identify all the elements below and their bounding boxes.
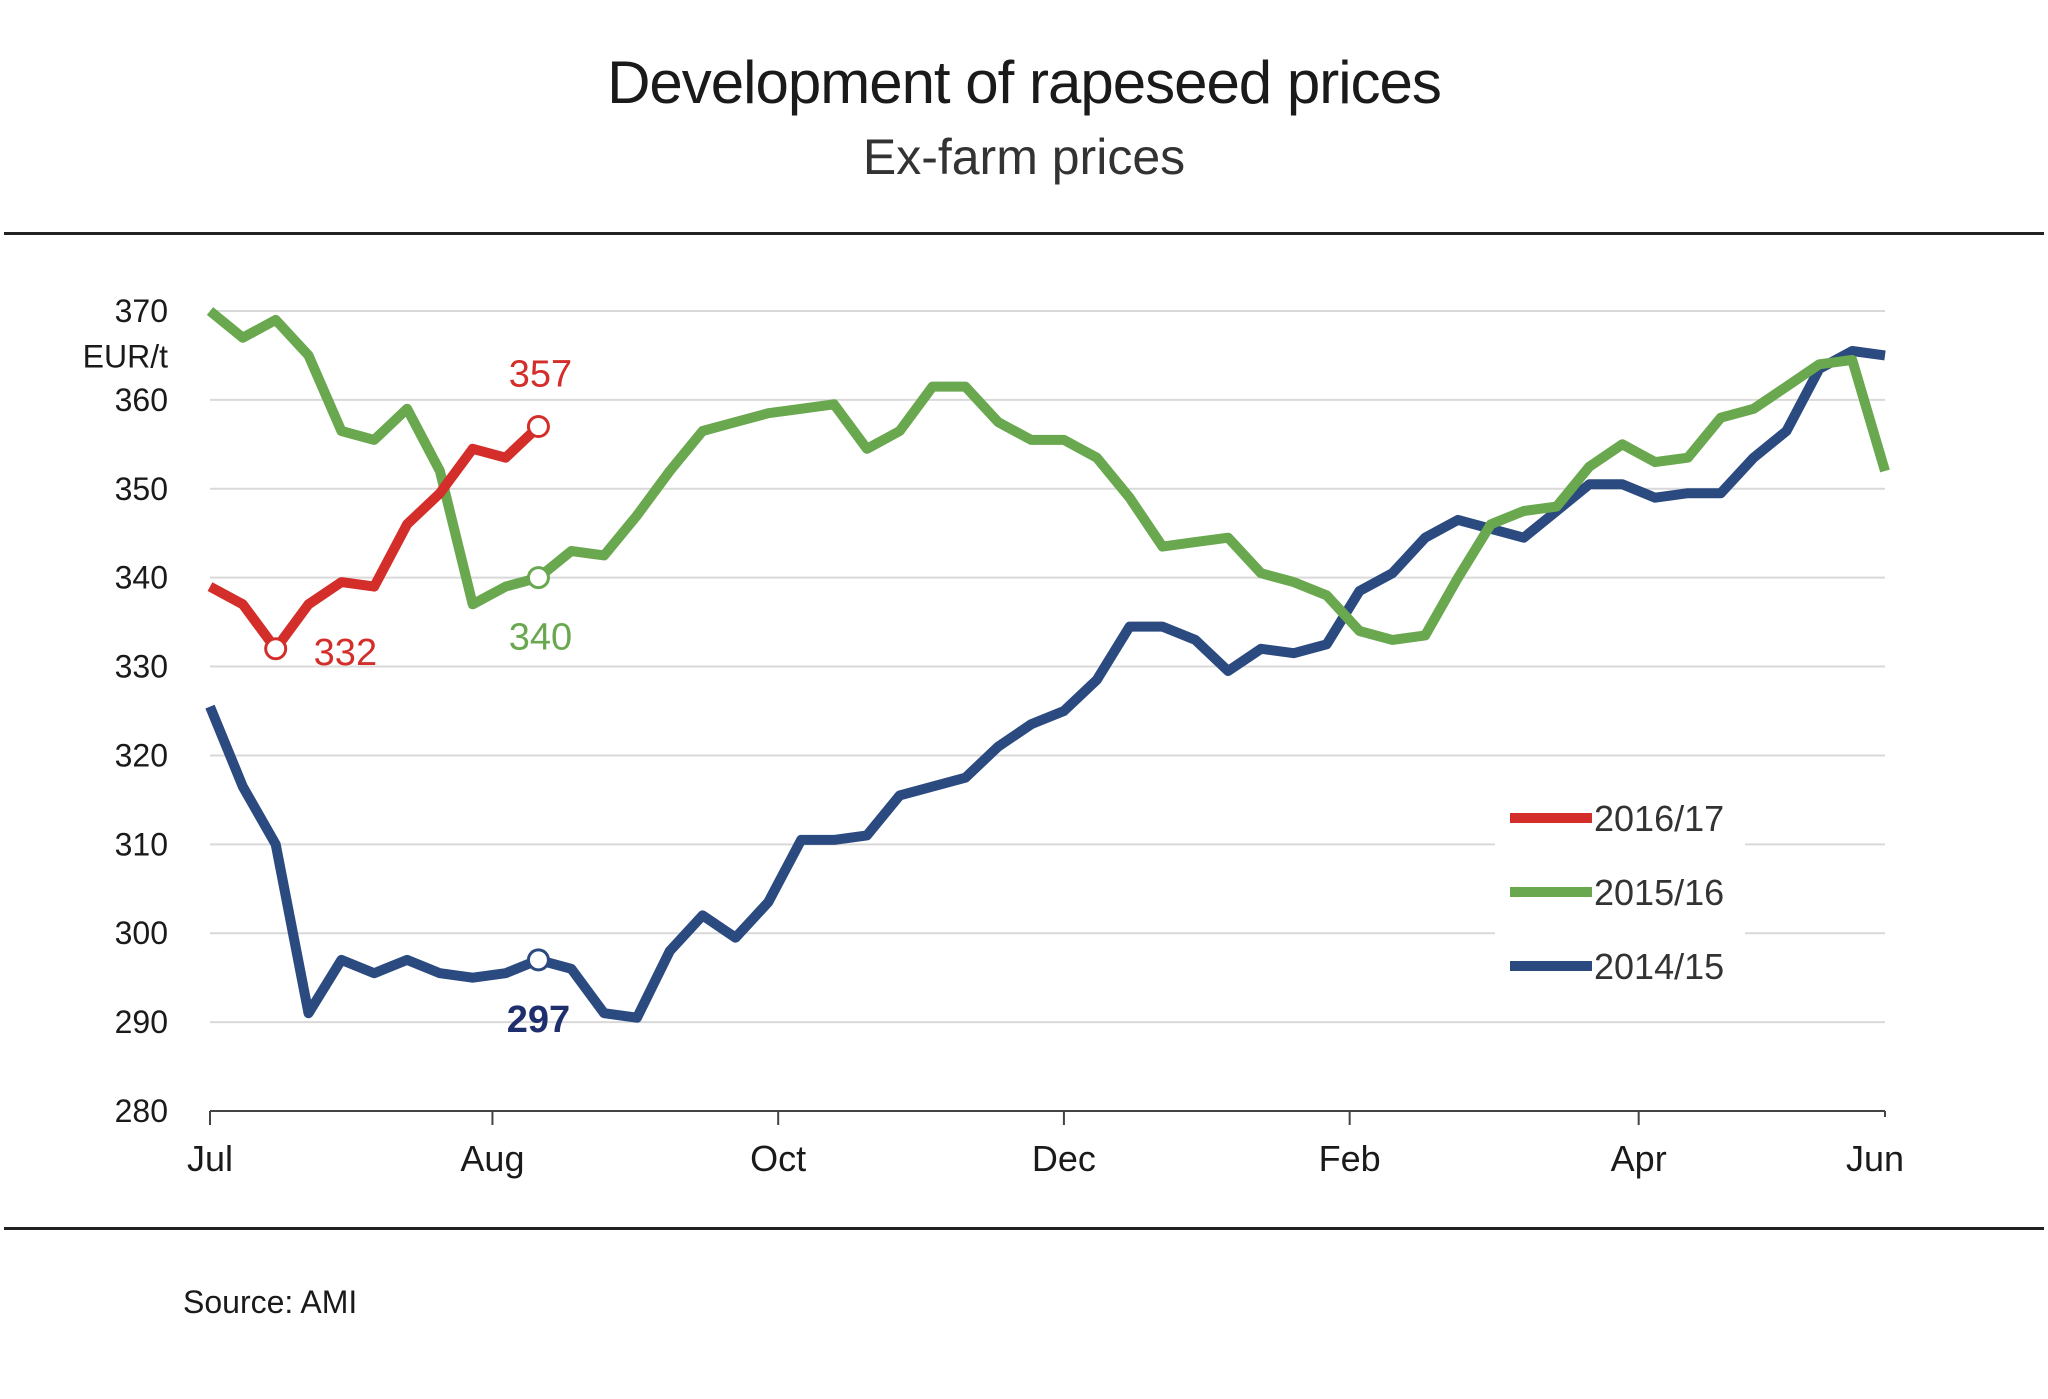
legend-label-2014-15: 2014/15 <box>1594 946 1724 987</box>
y-tick-label-350: 350 <box>115 471 168 507</box>
x-axis: Jul Aug Oct Dec Feb Apr Jun <box>187 1110 1904 1179</box>
legend-label-2015-16: 2015/16 <box>1594 872 1724 913</box>
y-tick-label-310: 310 <box>115 826 168 862</box>
annotation-markers: 332 357 340 297 <box>264 354 572 1041</box>
line-chart: 280 290 300 310 320 330 340 350 360 370 Jul Aug Oct… <box>83 293 1904 1179</box>
data-label-357: 357 <box>509 354 572 396</box>
grid-lines <box>210 310 1885 1024</box>
point-marker-2016-17-357 <box>526 415 550 439</box>
y-tick-label-330: 330 <box>115 649 168 685</box>
y-tick-label-300: 300 <box>115 915 168 951</box>
legend-background <box>1495 765 1745 975</box>
point-marker-2014-15-297 <box>526 948 550 972</box>
x-tick-label-feb: Feb <box>1319 1138 1381 1179</box>
y-axis-unit-label: EUR/t <box>83 338 168 374</box>
y-tick-label-290: 290 <box>115 1004 168 1040</box>
series-lines <box>205 307 1890 1023</box>
data-label-340: 340 <box>509 617 572 659</box>
y-tick-label-370: 370 <box>115 293 168 329</box>
legend: 2016/17 2015/16 2014/15 <box>1495 765 1745 987</box>
legend-label-2016-17: 2016/17 <box>1594 798 1724 839</box>
bottom-divider <box>4 1227 2044 1230</box>
y-axis-ticks: 280 290 300 310 320 330 340 350 360 370 <box>115 293 168 1129</box>
x-tick-label-jul: Jul <box>187 1138 233 1179</box>
chart-subtitle: Ex-farm prices <box>862 129 1186 185</box>
x-tick-label-dec: Dec <box>1032 1138 1096 1179</box>
chart-title: Development of rapeseed prices <box>607 49 1442 116</box>
point-marker-2015-16-340 <box>526 566 550 590</box>
series-line-2015-16 <box>206 307 1890 645</box>
y-tick-label-280: 280 <box>115 1093 168 1129</box>
x-tick-label-apr: Apr <box>1611 1138 1667 1179</box>
y-tick-label-340: 340 <box>115 560 168 596</box>
x-tick-label-oct: Oct <box>750 1138 806 1179</box>
point-marker-2016-17-332 <box>264 637 288 661</box>
data-label-297: 297 <box>507 999 570 1041</box>
x-tick-label-jun: Jun <box>1846 1138 1904 1179</box>
top-divider <box>4 232 2044 235</box>
series-line-2016-17 <box>207 422 542 654</box>
source-note: Source: AMI <box>183 1284 358 1320</box>
y-tick-label-320: 320 <box>115 737 168 773</box>
series-line-2014-15 <box>205 346 1886 1023</box>
x-tick-label-aug: Aug <box>460 1138 524 1179</box>
data-label-332: 332 <box>314 632 377 674</box>
y-tick-label-360: 360 <box>115 382 168 418</box>
